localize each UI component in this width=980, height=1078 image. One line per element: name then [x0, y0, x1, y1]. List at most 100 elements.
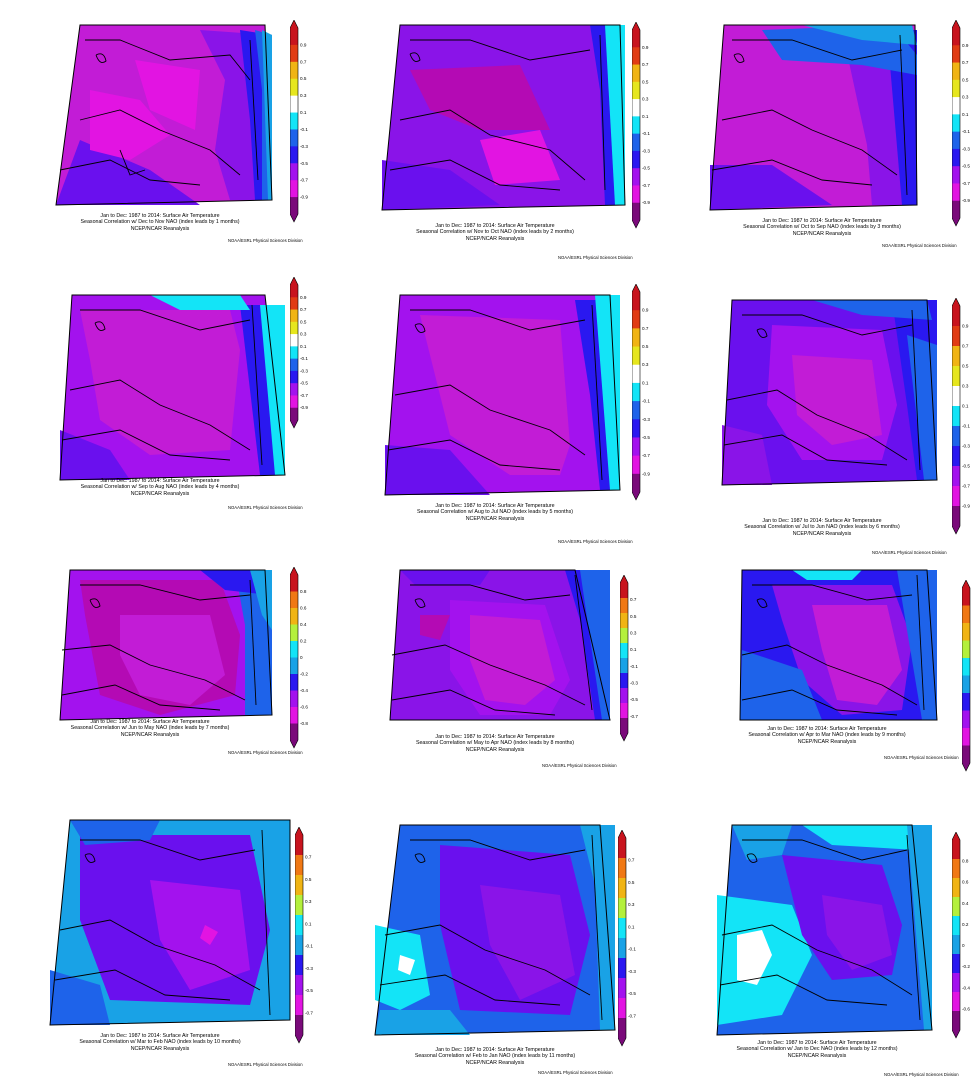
- colorbar-3-segment: [952, 200, 960, 219]
- map-2: [381, 24, 626, 211]
- colorbar-6-segment: [952, 406, 960, 427]
- colorbar-11-frame: [618, 830, 627, 1047]
- colorbar-10-segment: [295, 1015, 303, 1036]
- map-4-dataset: NCEP/NCAR Reanalysis: [130, 490, 190, 497]
- map-1-subtitle: Seasonal Correlation w/ Dec to Nov NAO (…: [80, 219, 240, 226]
- map-7-caption: Jan to Dec: 1987 to 2014: Surface Air Te…: [25, 719, 275, 738]
- colorbar-4-segment: [290, 285, 298, 298]
- colorbar-5-segment: [632, 401, 640, 420]
- map-4-field: [60, 295, 285, 480]
- colorbar-7-tick-label: 0.2: [300, 639, 307, 644]
- map-4-caption: Jan to Dec: 1987 to 2014: Surface Air Te…: [35, 478, 285, 497]
- colorbar-7-segment: [290, 690, 298, 708]
- colorbar-9-frame: [962, 580, 971, 772]
- colorbar-7-top-arrow: [290, 567, 298, 575]
- colorbar-1-segment: [290, 197, 298, 215]
- colorbar-5-tick-label: -0.1: [642, 399, 650, 404]
- colorbar-6-tick-label: 0.1: [962, 404, 969, 409]
- map-6: [721, 299, 938, 486]
- colorbar-11-segment: [618, 958, 626, 979]
- colorbar-12-segment: [952, 935, 960, 955]
- colorbar-4-segment: [290, 334, 298, 347]
- colorbar-4-frame: [290, 277, 299, 429]
- colorbar-11-tick-label: -0.7: [628, 1013, 636, 1018]
- map-9-title: Jan to Dec: 1987 to 2014: Surface Air Te…: [767, 726, 887, 732]
- colorbar-12-segment: [952, 840, 960, 860]
- map-8-title: Jan to Dec: 1987 to 2014: Surface Air Te…: [435, 734, 555, 740]
- colorbar-12: 0.8 0.6 0.4 0.2 0 -0.2 -0.4 -0.6: [952, 832, 970, 1039]
- colorbar-4: 0.9 0.7 0.5 0.3 0.1 -0.1 -0.3 -0.5 -0.7 -0.9: [290, 277, 308, 429]
- colorbar-5-tick-label: 0.5: [642, 344, 649, 349]
- colorbar-6: 0.9 0.7 0.5 0.3 0.1 -0.1 -0.3 -0.5 -0.7 -0.9: [952, 298, 970, 535]
- colorbar-7-segment: [290, 674, 298, 691]
- colorbar-5-segment: [632, 473, 640, 493]
- colorbar-9-bottom-arrow: [962, 763, 970, 771]
- map-6-credit: NOAA/ESRL Physical Sciences Division: [872, 550, 947, 555]
- colorbar-1-segment: [290, 44, 298, 63]
- colorbar-6-frame: [952, 298, 961, 535]
- colorbar-5-segment: [632, 382, 640, 402]
- colorbar-11-segment: [618, 858, 626, 879]
- map-5-subtitle: Seasonal Correlation w/ Aug to Jul NAO (…: [416, 509, 574, 516]
- colorbar-12-tick-label: -0.4: [962, 985, 970, 990]
- colorbar-9-segment: [962, 675, 970, 694]
- colorbar-7-tick-label: -0.4: [300, 688, 308, 693]
- colorbar-2: 0.9 0.7 0.5 0.3 0.1 -0.1 -0.3 -0.5 -0.7 -0.9: [632, 22, 650, 229]
- colorbar-1-tick-label: -0.5: [300, 161, 308, 166]
- map-9: [739, 569, 938, 721]
- colorbar-3-segment: [952, 97, 960, 115]
- colorbar-1-tick-label: 0.1: [300, 110, 307, 115]
- map-panel-7: Jan to Dec: 1987 to 2014: Surface Air Te…: [0, 555, 320, 790]
- colorbar-11-tick-label: 0.1: [628, 924, 635, 929]
- colorbar-5-tick-label: 0.9: [642, 308, 649, 313]
- colorbar-12-tick-label: 0.4: [962, 901, 969, 906]
- map-panel-9: Jan to Dec: 1987 to 2014: Surface Air Te…: [662, 560, 980, 800]
- colorbar-12-segment: [952, 897, 960, 917]
- map-4-title: Jan to Dec: 1987 to 2014: Surface Air Te…: [100, 478, 220, 484]
- map-4-subtitle: Seasonal Correlation w/ Sep to Aug NAO (…: [80, 484, 240, 491]
- colorbar-2-tick-label: 0.3: [642, 97, 649, 102]
- map-2-credit: NOAA/ESRL Physical Sciences Division: [558, 255, 633, 260]
- colorbar-1-tick-label: 0.7: [300, 59, 307, 64]
- colorbar-4-tick-label: 0.7: [300, 307, 307, 312]
- map-1-caption: Jan to Dec: 1987 to 2014: Surface Air Te…: [40, 213, 280, 232]
- colorbar-8-segment: [620, 583, 628, 599]
- map-11-credit: NOAA/ESRL Physical Sciences Division: [538, 1070, 613, 1075]
- colorbar-10-segment: [295, 855, 303, 876]
- colorbar-2-tick-label: 0.9: [642, 45, 649, 50]
- colorbar-7-segment: [290, 624, 298, 642]
- colorbar-11-segment: [618, 838, 626, 859]
- map-panel-10: Jan to Dec: 1987 to 2014: Surface Air Te…: [0, 819, 320, 1078]
- colorbar-5-segment: [632, 364, 640, 384]
- colorbar-7-frame: [290, 567, 299, 749]
- map-3-title: Jan to Dec: 1987 to 2014: Surface Air Te…: [762, 218, 882, 224]
- colorbar-3-tick-label: 0.1: [962, 112, 969, 117]
- colorbar-10-tick-label: 0.3: [305, 899, 312, 904]
- colorbar-1-tick-label: 0.9: [300, 42, 307, 47]
- colorbar-5-segment: [632, 346, 640, 366]
- map-12: [716, 824, 933, 1036]
- colorbar-5-tick-label: -0.9: [642, 471, 650, 476]
- colorbar-8-tick-label: 0.5: [630, 614, 637, 619]
- colorbar-10-segment: [295, 935, 303, 956]
- colorbar-7-segment: [290, 591, 298, 609]
- colorbar-6-segment: [952, 346, 960, 367]
- map-4-credit: NOAA/ESRL Physical Sciences Division: [228, 505, 303, 510]
- colorbar-8-tick-label: 0.7: [630, 597, 637, 602]
- colorbar-5-top-arrow: [632, 284, 640, 292]
- map-9-credit: NOAA/ESRL Physical Sciences Division: [884, 755, 959, 760]
- colorbar-6-tick-label: -0.5: [962, 464, 970, 469]
- colorbar-10-segment: [295, 915, 303, 936]
- colorbar-8-tick-label: -0.3: [630, 681, 638, 686]
- colorbar-3-tick-label: 0.7: [962, 60, 969, 65]
- colorbar-5-tick-label: -0.3: [642, 417, 650, 422]
- colorbar-5-segment: [632, 437, 640, 457]
- colorbar-5-segment: [632, 455, 640, 475]
- colorbar-8-segment: [620, 688, 628, 704]
- colorbar-3-tick-label: -0.7: [962, 181, 970, 186]
- map-12-caption: Jan to Dec: 1987 to 2014: Surface Air Te…: [692, 1040, 942, 1059]
- colorbar-6-tick-label: 0.3: [962, 384, 969, 389]
- map-8-dataset: NCEP/NCAR Reanalysis: [465, 746, 525, 753]
- colorbar-2-segment: [632, 81, 640, 100]
- colorbar-10-tick-label: 0.5: [305, 877, 312, 882]
